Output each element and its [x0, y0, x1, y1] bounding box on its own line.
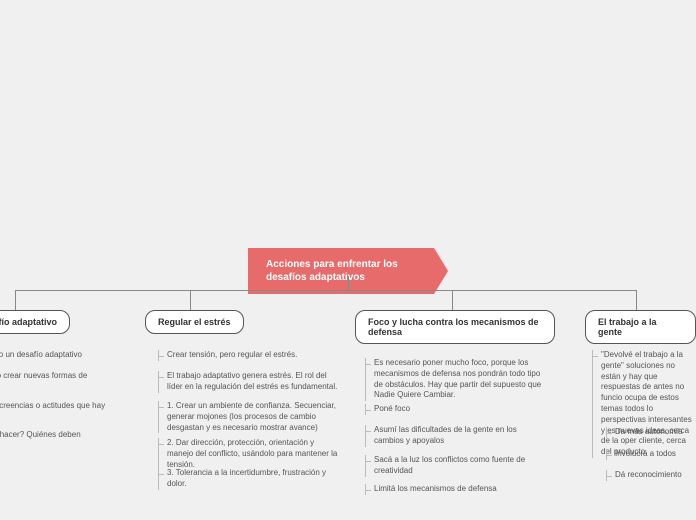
leaf-text: Es necesario poner mucho foco, porque lo…: [365, 358, 545, 401]
leaf-text: técnico, o un desafío adaptativo: [0, 350, 82, 361]
leaf-text: 2. Dar dirección, protección, orientació…: [158, 438, 338, 470]
child-node: Regular el estrés: [145, 310, 244, 334]
child-node: I desafío adaptativo: [0, 310, 70, 334]
leaf-text: Sacá a la luz los conflictos como fuente…: [365, 455, 545, 477]
leaf-text: "Devolvé el trabajo a la gente" solucion…: [592, 350, 696, 458]
leaf-text: Poné foco: [365, 404, 410, 415]
leaf-text: Involucrá a todos: [606, 449, 676, 460]
child-node: El trabajo a la gente: [585, 310, 696, 344]
leaf-text: valores, creencias o actitudes que hay: [0, 401, 105, 412]
leaf-text: 1. Crear un ambiente de confianza. Secue…: [158, 401, 338, 433]
leaf-text: Crear tensión, pero regular el estrés.: [158, 350, 297, 361]
leaf-text: Limitá los mecanismos de defensa: [365, 484, 497, 495]
leaf-text: Dá reconocimiento: [606, 470, 682, 481]
leaf-text: Asumí las dificultades de la gente en lo…: [365, 425, 545, 447]
leaf-text: hay que hacer? Quiénes deben: [0, 430, 81, 441]
leaf-text: El trabajo adaptativo genera estrés. El …: [158, 371, 338, 393]
child-node: Foco y lucha contra los mecanismos de de…: [355, 310, 555, 344]
leaf-text: Da más autonomía: [606, 427, 683, 438]
leaf-text: 3. Tolerancia a la incertidumbre, frustr…: [158, 468, 338, 490]
leaf-text: ajustes o crear nuevas formas de: [0, 371, 87, 382]
